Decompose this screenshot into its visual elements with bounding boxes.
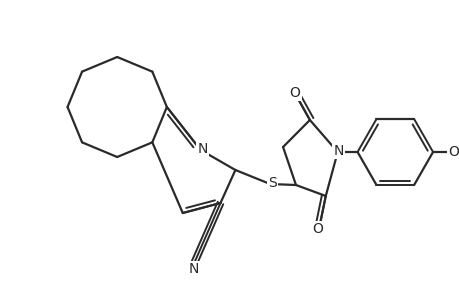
Text: N: N [333,144,343,158]
Text: O: O [312,222,323,236]
Text: O: O [448,145,459,159]
Text: N: N [188,262,198,276]
Text: O: O [289,86,300,100]
Text: S: S [267,176,276,190]
Text: N: N [197,142,207,156]
